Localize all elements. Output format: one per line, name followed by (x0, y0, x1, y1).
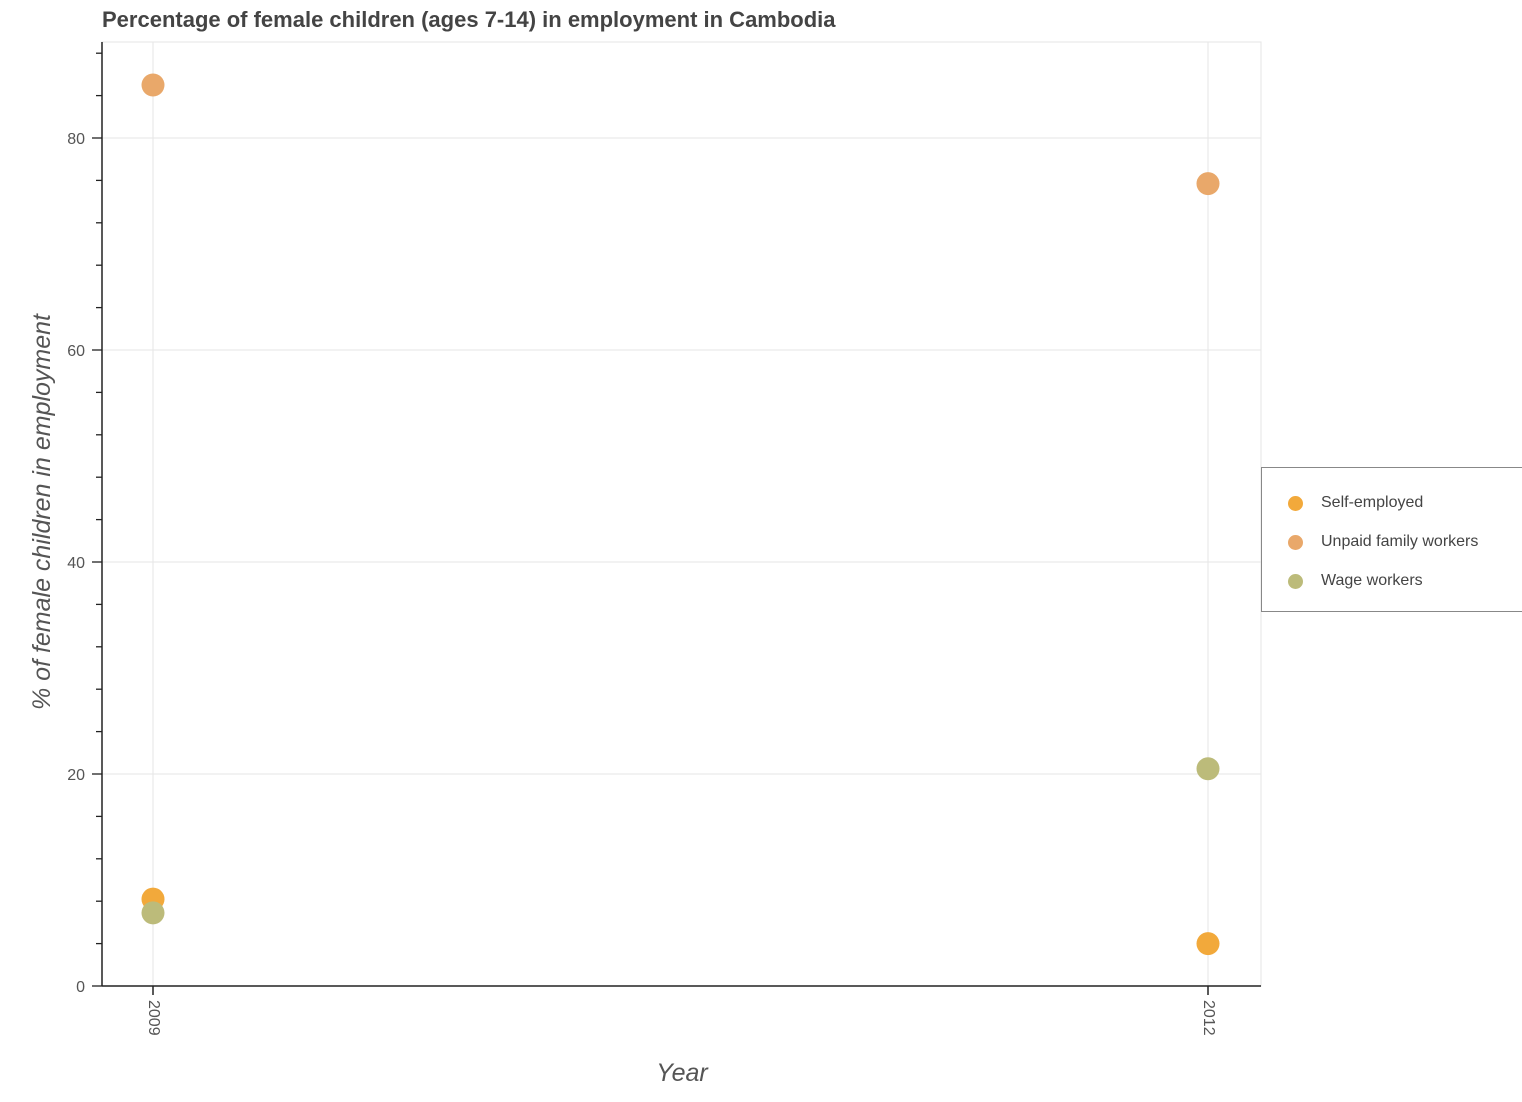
x-tick-label: 2012 (1200, 1000, 1217, 1036)
x-tick-label: 2009 (145, 1000, 162, 1036)
data-point (1196, 932, 1220, 956)
legend-item-unpaid-family-workers[interactable]: Unpaid family workers (1288, 532, 1478, 552)
y-tick-label: 40 (67, 555, 85, 572)
legend-marker-icon (1288, 495, 1303, 511)
data-point (141, 901, 165, 925)
data-point (1196, 172, 1220, 196)
data-point (141, 73, 165, 97)
legend: Self-employed Unpaid family workers Wage… (1261, 467, 1522, 612)
legend-label: Self-employed (1321, 494, 1424, 511)
y-tick-label: 20 (67, 767, 85, 784)
y-tick-label: 60 (67, 343, 85, 360)
legend-label: Unpaid family workers (1321, 533, 1479, 550)
data-point (1196, 757, 1220, 781)
legend-item-wage-workers[interactable]: Wage workers (1288, 571, 1423, 591)
legend-marker-icon (1288, 534, 1303, 550)
legend-item-self-employed[interactable]: Self-employed (1288, 493, 1423, 513)
plot-frame (101, 41, 1262, 987)
y-tick-label: 0 (76, 979, 85, 996)
x-axis-label: Year (656, 1059, 709, 1087)
y-tick-label: 80 (67, 131, 85, 148)
legend-label: Wage workers (1321, 572, 1423, 589)
y-axis-label: % of female children in employment (28, 313, 56, 710)
legend-marker-icon (1288, 573, 1303, 589)
chart-title: Percentage of female children (ages 7-14… (102, 7, 836, 32)
